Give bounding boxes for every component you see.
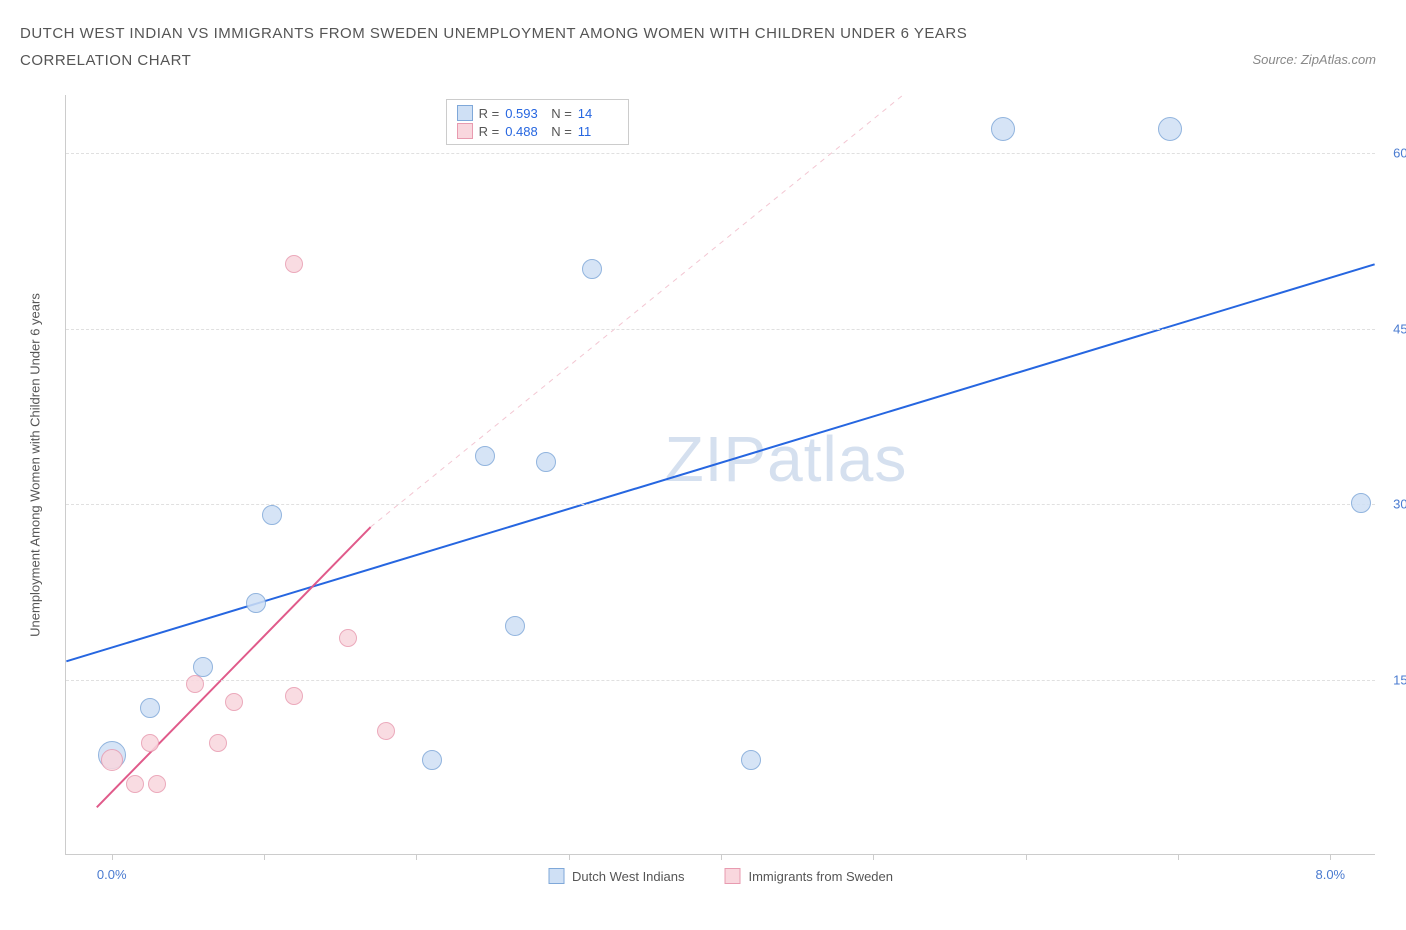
stats-legend-row: R = 0.593 N = 14 (457, 104, 618, 122)
data-point (339, 629, 357, 647)
correlation-chart: DUTCH WEST INDIAN VS IMMIGRANTS FROM SWE… (20, 20, 1386, 910)
y-tick-label: 60.0% (1393, 146, 1406, 161)
n-label: N = (551, 106, 572, 121)
series-name: Dutch West Indians (572, 869, 684, 884)
y-tick-label: 45.0% (1393, 321, 1406, 336)
x-tick (264, 854, 265, 860)
gridline (66, 504, 1375, 505)
x-tick-label: 8.0% (1315, 867, 1345, 882)
data-point (141, 734, 159, 752)
series-legend-item: Dutch West Indians (548, 868, 684, 884)
gridline (66, 329, 1375, 330)
data-point (475, 446, 495, 466)
x-tick-label: 0.0% (97, 867, 127, 882)
data-point (246, 593, 266, 613)
y-tick-label: 30.0% (1393, 497, 1406, 512)
data-point (140, 698, 160, 718)
trend-line (97, 527, 371, 807)
x-tick (1178, 854, 1179, 860)
data-point (101, 749, 123, 771)
x-tick (112, 854, 113, 860)
data-point (741, 750, 761, 770)
data-point (422, 750, 442, 770)
stats-legend-row: R = 0.488 N = 11 (457, 122, 618, 140)
series-legend: Dutch West Indians Immigrants from Sweden (548, 868, 893, 884)
title-line-2: CORRELATION CHART (20, 52, 191, 69)
data-point (126, 775, 144, 793)
stats-legend: R = 0.593 N = 14 R = 0.488 N = 11 (446, 99, 629, 145)
n-value: 11 (578, 124, 618, 139)
data-point (536, 452, 556, 472)
trend-lines-layer (66, 95, 1375, 854)
x-tick (1026, 854, 1027, 860)
data-point (505, 616, 525, 636)
data-point (225, 693, 243, 711)
x-tick (416, 854, 417, 860)
chart-title: DUTCH WEST INDIAN VS IMMIGRANTS FROM SWE… (20, 20, 1386, 74)
data-point (209, 734, 227, 752)
data-point (262, 505, 282, 525)
r-value: 0.593 (505, 106, 545, 121)
plot-area: ZIPatlas R =0.593N =14R =0.488N =11 Dutc… (65, 95, 1375, 855)
legend-swatch (724, 868, 740, 884)
data-point (193, 657, 213, 677)
series-name: Immigrants from Sweden (748, 869, 893, 884)
x-tick (1330, 854, 1331, 860)
data-point (1158, 117, 1182, 141)
legend-swatch (457, 123, 473, 139)
data-point (148, 775, 166, 793)
legend-swatch (548, 868, 564, 884)
trend-line (371, 95, 903, 527)
data-point (991, 117, 1015, 141)
n-value: 14 (578, 106, 618, 121)
r-label: R = (479, 124, 500, 139)
data-point (582, 259, 602, 279)
legend-swatch (457, 105, 473, 121)
y-axis-label: Unemployment Among Women with Children U… (28, 293, 43, 637)
y-tick-label: 15.0% (1393, 672, 1406, 687)
r-label: R = (479, 106, 500, 121)
source-attribution: Source: ZipAtlas.com (1252, 52, 1376, 67)
data-point (285, 255, 303, 273)
x-tick (873, 854, 874, 860)
n-label: N = (551, 124, 572, 139)
x-tick (569, 854, 570, 860)
data-point (186, 675, 204, 693)
gridline (66, 680, 1375, 681)
gridline (66, 153, 1375, 154)
data-point (1351, 493, 1371, 513)
data-point (285, 687, 303, 705)
x-tick (721, 854, 722, 860)
title-line-1: DUTCH WEST INDIAN VS IMMIGRANTS FROM SWE… (20, 25, 967, 42)
series-legend-item: Immigrants from Sweden (724, 868, 893, 884)
data-point (377, 722, 395, 740)
r-value: 0.488 (505, 124, 545, 139)
